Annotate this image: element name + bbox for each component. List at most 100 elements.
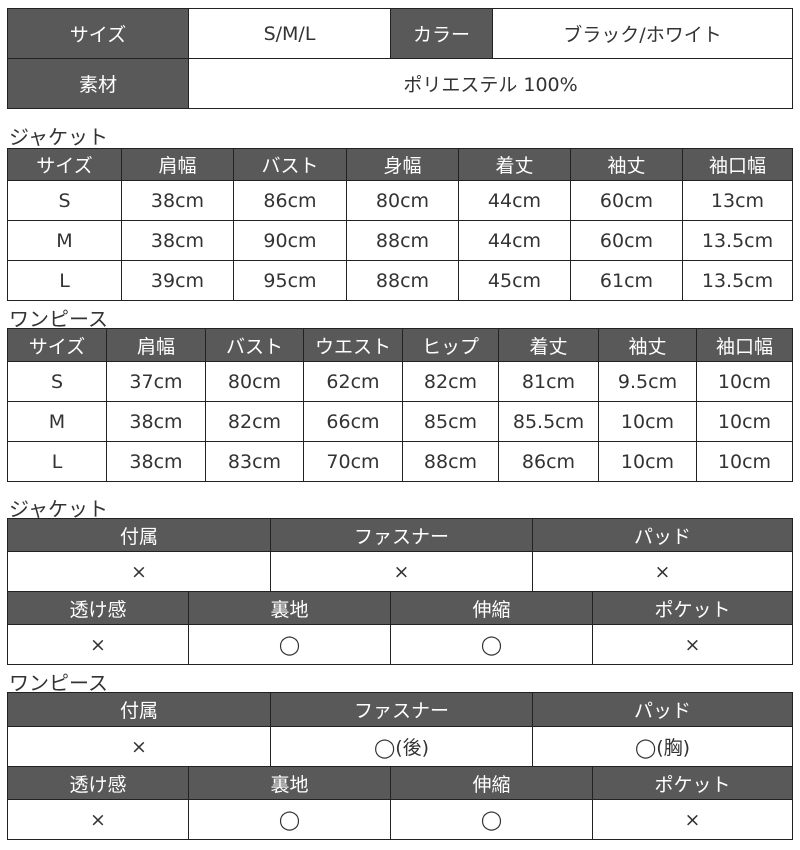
column-header: ヒップ: [402, 328, 499, 362]
column-header: パッド: [532, 518, 793, 552]
table-cell: 9.5cm: [598, 361, 697, 402]
material-value: ポリエステル 100%: [188, 58, 793, 109]
column-header: 袖丈: [570, 148, 683, 181]
table-cell: 61cm: [570, 260, 683, 301]
table-cell: ×: [7, 551, 271, 592]
table-row: L 38cm 83cm 70cm 88cm 86cm 10cm 10cm: [7, 441, 793, 482]
table-row: × ◯ ◯ ×: [7, 624, 793, 665]
table-cell: 66cm: [303, 401, 403, 442]
column-header: 透け感: [7, 766, 189, 800]
onepiece-spec-table-1: 付属 ファスナー パッド × ◯(後) ◯(胸): [7, 692, 793, 767]
table-cell: 62cm: [303, 361, 403, 402]
column-header: 肩幅: [121, 148, 234, 181]
table-row: S 38cm 86cm 80cm 44cm 60cm 13cm: [7, 180, 793, 221]
column-header: パッド: [532, 692, 793, 727]
column-header: 伸縮: [390, 766, 593, 800]
header-row: 透け感 裏地 伸縮 ポケット: [7, 591, 793, 625]
column-header: ウエスト: [303, 328, 403, 362]
table-cell: 88cm: [402, 441, 499, 482]
onepiece-size-title: ワンピース: [9, 307, 108, 331]
column-header: 着丈: [458, 148, 571, 181]
header-row: 透け感 裏地 伸縮 ポケット: [7, 766, 793, 800]
jacket-size-table: サイズ 肩幅 バスト 身幅 着丈 袖丈 袖口幅 S 38cm 86cm 80cm 44cm 60cm 13…: [7, 148, 793, 301]
column-header: ファスナー: [270, 518, 533, 552]
table-cell: L: [7, 260, 122, 301]
table-row: S 37cm 80cm 62cm 82cm 81cm 9.5cm 10cm: [7, 361, 793, 402]
column-header: ファスナー: [270, 692, 533, 727]
table-cell: 38cm: [121, 180, 234, 221]
size-value: S/M/L: [188, 8, 391, 59]
table-cell: 85cm: [402, 401, 499, 442]
column-header: 付属: [7, 518, 271, 552]
table-row: L 39cm 95cm 88cm 45cm 61cm 13.5cm: [7, 260, 793, 301]
table-cell: 85.5cm: [498, 401, 599, 442]
onepiece-spec-title: ワンピース: [9, 671, 108, 695]
table-cell: 70cm: [303, 441, 403, 482]
onepiece-size-table: サイズ 肩幅 バスト ウエスト ヒップ 着丈 袖丈 袖口幅 S 37cm 80cm 62cm 82cm 8…: [7, 328, 793, 482]
table-cell: 38cm: [121, 220, 234, 261]
column-header: 袖丈: [598, 328, 697, 362]
table-cell: 88cm: [346, 260, 459, 301]
table-cell: 44cm: [458, 220, 571, 261]
table-cell: ◯: [188, 624, 391, 665]
table-cell: ×: [592, 624, 793, 665]
table-cell: 44cm: [458, 180, 571, 221]
table-cell: 86cm: [233, 180, 347, 221]
table-cell: 10cm: [696, 441, 793, 482]
column-header: 袖口幅: [696, 328, 793, 362]
column-header: バスト: [233, 148, 347, 181]
table-cell: 37cm: [106, 361, 206, 402]
table-cell: 83cm: [205, 441, 304, 482]
table-cell: ◯: [390, 799, 593, 840]
column-header: 身幅: [346, 148, 459, 181]
onepiece-spec-table-2: 透け感 裏地 伸縮 ポケット × ◯ ◯ ×: [7, 766, 793, 840]
jacket-spec-title: ジャケット: [9, 497, 108, 521]
table-row: × ◯ ◯ ×: [7, 799, 793, 840]
column-header: 伸縮: [390, 591, 593, 625]
table-cell: 82cm: [205, 401, 304, 442]
column-header: ポケット: [592, 591, 793, 625]
column-header: 肩幅: [106, 328, 206, 362]
column-header: 着丈: [498, 328, 599, 362]
table-row: M 38cm 82cm 66cm 85cm 85.5cm 10cm 10cm: [7, 401, 793, 442]
material-label: 素材: [7, 58, 189, 109]
column-header: バスト: [205, 328, 304, 362]
table-cell: L: [7, 441, 107, 482]
table-cell: 13.5cm: [682, 260, 793, 301]
header-row: 付属 ファスナー パッド: [7, 518, 793, 552]
table-cell: ×: [592, 799, 793, 840]
table-cell: 81cm: [498, 361, 599, 402]
summary-table: サイズ S/M/L カラー ブラック/ホワイト 素材 ポリエステル 100%: [7, 8, 793, 109]
column-header: サイズ: [7, 328, 107, 362]
table-cell: 13cm: [682, 180, 793, 221]
table-cell: 82cm: [402, 361, 499, 402]
column-header: 裏地: [188, 591, 391, 625]
table-cell: 90cm: [233, 220, 347, 261]
table-cell: M: [7, 220, 122, 261]
column-header: 付属: [7, 692, 271, 727]
table-cell: 80cm: [346, 180, 459, 221]
header-row: 付属 ファスナー パッド: [7, 692, 793, 727]
table-cell: 95cm: [233, 260, 347, 301]
table-cell: S: [7, 180, 122, 221]
table-cell: 80cm: [205, 361, 304, 402]
jacket-spec-table-1: 付属 ファスナー パッド × × ×: [7, 518, 793, 592]
header-row: サイズ 肩幅 バスト ウエスト ヒップ 着丈 袖丈 袖口幅: [7, 328, 793, 362]
column-header: 透け感: [7, 591, 189, 625]
table-row: M 38cm 90cm 88cm 44cm 60cm 13.5cm: [7, 220, 793, 261]
table-row: × × ×: [7, 551, 793, 592]
table-cell: 88cm: [346, 220, 459, 261]
color-label: カラー: [390, 8, 493, 59]
table-cell: 10cm: [696, 401, 793, 442]
column-header: 裏地: [188, 766, 391, 800]
table-cell: 38cm: [106, 401, 206, 442]
table-cell: ×: [7, 799, 189, 840]
table-cell: 10cm: [696, 361, 793, 402]
table-cell: 13.5cm: [682, 220, 793, 261]
table-cell: ×: [532, 551, 793, 592]
table-cell: ◯: [188, 799, 391, 840]
table-cell: ◯(胸): [532, 726, 793, 767]
table-row: × ◯(後) ◯(胸): [7, 726, 793, 767]
table-cell: M: [7, 401, 107, 442]
